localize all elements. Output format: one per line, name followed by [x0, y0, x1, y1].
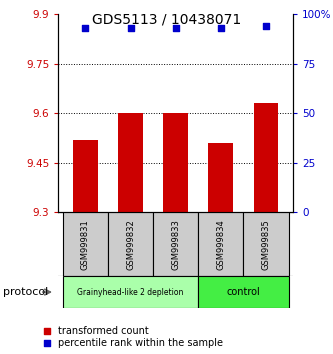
Point [83, 25, 88, 31]
Bar [73, 140, 98, 212]
Text: transformed count: transformed count [58, 326, 149, 336]
Bar [63, 276, 198, 308]
Text: control: control [226, 287, 260, 297]
Text: GSM999831: GSM999831 [81, 219, 90, 270]
Text: GSM999835: GSM999835 [261, 219, 270, 270]
Text: protocol: protocol [3, 287, 49, 297]
Bar [208, 143, 233, 212]
Text: GDS5113 / 10438071: GDS5113 / 10438071 [92, 12, 241, 27]
Bar [253, 103, 278, 212]
Text: GSM999833: GSM999833 [171, 219, 180, 270]
Bar [198, 276, 288, 308]
Point [44, 328, 49, 334]
Bar [153, 212, 198, 276]
Point [263, 23, 269, 29]
Point [173, 25, 178, 31]
Text: percentile rank within the sample: percentile rank within the sample [58, 338, 223, 348]
Bar [243, 212, 288, 276]
Bar [108, 212, 153, 276]
Point [218, 25, 223, 31]
Text: GSM999832: GSM999832 [126, 219, 135, 270]
Text: GSM999834: GSM999834 [216, 219, 225, 270]
Text: Grainyhead-like 2 depletion: Grainyhead-like 2 depletion [77, 287, 184, 297]
Point [128, 25, 133, 31]
Point [44, 341, 49, 346]
Bar [163, 113, 188, 212]
Bar [63, 212, 108, 276]
Bar [118, 113, 143, 212]
Bar [198, 212, 243, 276]
